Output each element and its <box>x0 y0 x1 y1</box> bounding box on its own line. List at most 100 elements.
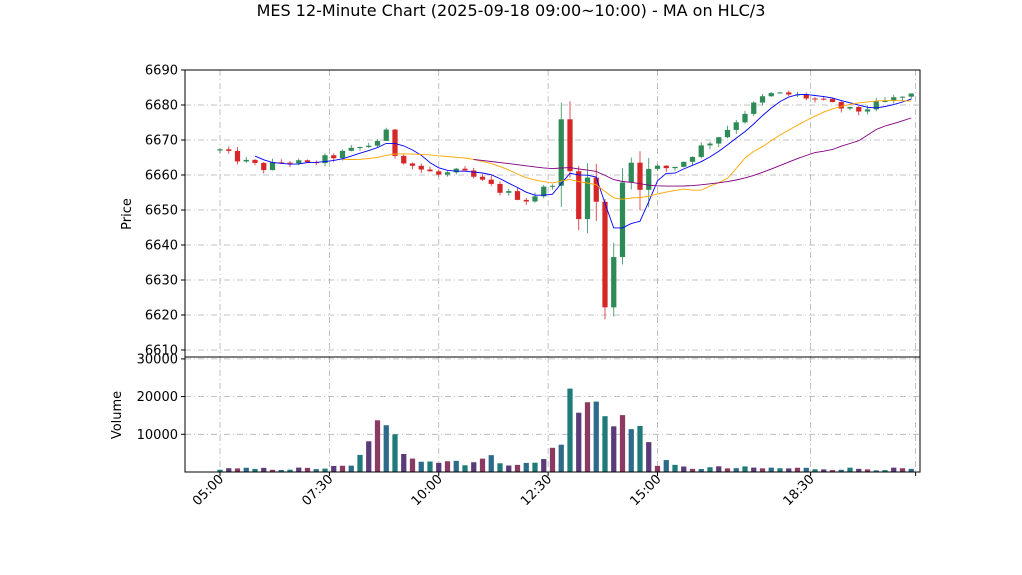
volume-bar <box>637 425 643 472</box>
price-tick-label: 6680 <box>145 99 178 114</box>
volume-bar <box>681 466 687 472</box>
candle-body <box>471 170 477 177</box>
volume-bar <box>777 468 783 472</box>
volume-bar <box>751 467 757 472</box>
moving-average-line <box>342 100 912 200</box>
volume-bar <box>462 465 468 472</box>
candle-body <box>882 100 888 102</box>
volume-bar <box>313 469 319 472</box>
chart-title: MES 12-Minute Chart (2025-09-18 09:00~10… <box>257 1 766 20</box>
candle-body <box>339 150 346 159</box>
candle-body <box>707 143 713 146</box>
candle-body <box>418 165 424 170</box>
candle-body <box>436 171 442 175</box>
candle-body <box>549 185 556 187</box>
candle-body <box>812 98 818 100</box>
candle-body <box>348 147 354 151</box>
volume-bars <box>217 388 914 472</box>
volume-bar <box>593 401 599 472</box>
volume-bar <box>698 469 704 472</box>
candle-body <box>226 149 232 151</box>
x-ticks: 05:00 07:30 10:00 12:30 15:00 18:30 <box>190 472 917 509</box>
volume-bar <box>243 467 249 472</box>
candle-body <box>698 145 704 157</box>
volume-bar <box>532 462 538 472</box>
volume-panel-frame <box>184 356 921 473</box>
volume-bar <box>339 465 346 472</box>
volume-bar <box>392 434 398 472</box>
candle-body <box>619 182 626 258</box>
volume-bar <box>497 463 503 472</box>
volume-bar <box>409 458 416 472</box>
volume-bar <box>707 467 713 472</box>
volume-bar <box>672 464 678 472</box>
volume-bar <box>602 416 608 472</box>
x-tick-label: 12:30 <box>518 472 555 509</box>
volume-axis-label: Volume <box>110 391 125 439</box>
moving-average-line <box>473 117 912 187</box>
volume-bar <box>663 460 669 472</box>
candle-body <box>304 160 311 163</box>
price-tick-label: 6620 <box>145 309 178 324</box>
volume-bar <box>471 462 477 472</box>
volume-bar <box>479 458 486 472</box>
volume-bar <box>541 459 547 472</box>
candle-body <box>803 94 809 99</box>
candle-body <box>663 165 669 169</box>
candle-body <box>742 113 748 123</box>
candle-body <box>751 102 757 114</box>
volume-bar <box>234 468 241 472</box>
price-axis-label: Price <box>120 198 135 230</box>
volume-bar <box>759 468 766 472</box>
candle-body <box>357 147 363 149</box>
volume-bar <box>908 468 914 472</box>
volume-tick-label: 20000 <box>137 390 178 405</box>
candle-body <box>768 93 774 97</box>
candle-body <box>759 96 766 103</box>
candle-body <box>497 183 503 193</box>
volume-bar <box>829 470 836 472</box>
candle-body <box>322 155 328 164</box>
candle-body <box>567 119 573 172</box>
volume-bar <box>786 468 792 472</box>
volume-bar <box>899 468 906 472</box>
volume-bar <box>506 465 512 472</box>
candle-body <box>269 162 276 171</box>
price-y-ticks: 6610 6620 6630 6640 6650 6660 6670 6680 6690 <box>145 64 185 359</box>
candle-body <box>899 96 906 98</box>
candle-body <box>278 162 284 164</box>
volume-bar <box>794 467 801 472</box>
volume-bar <box>418 461 424 472</box>
candle-body <box>821 98 827 100</box>
volume-bar <box>724 468 731 472</box>
volume-bar <box>252 468 258 472</box>
candle-body <box>514 191 521 200</box>
x-tick-label: 07:30 <box>299 472 336 509</box>
candle-body <box>401 155 407 164</box>
candle-body <box>374 140 381 146</box>
volume-bar <box>488 455 494 472</box>
candle-body <box>637 162 643 190</box>
volume-bar <box>558 444 564 472</box>
candle-body <box>838 102 844 109</box>
candle-body <box>908 93 914 97</box>
volume-bar <box>628 429 634 472</box>
candle-body <box>891 97 897 101</box>
candle-body <box>532 196 538 202</box>
candle-body <box>296 160 302 164</box>
volume-bar <box>873 470 879 472</box>
candle-body <box>287 162 293 164</box>
volume-bar <box>401 453 407 472</box>
candle-body <box>234 150 241 162</box>
candle-body <box>479 176 486 180</box>
x-tick-label: 10:00 <box>409 472 446 509</box>
volume-bar <box>357 454 363 472</box>
volume-bar <box>453 460 459 472</box>
price-tick-label: 6670 <box>145 134 178 149</box>
volume-bar <box>584 402 591 472</box>
volume-bar <box>322 468 328 472</box>
candle-body <box>261 162 267 171</box>
volume-bar <box>864 469 871 472</box>
